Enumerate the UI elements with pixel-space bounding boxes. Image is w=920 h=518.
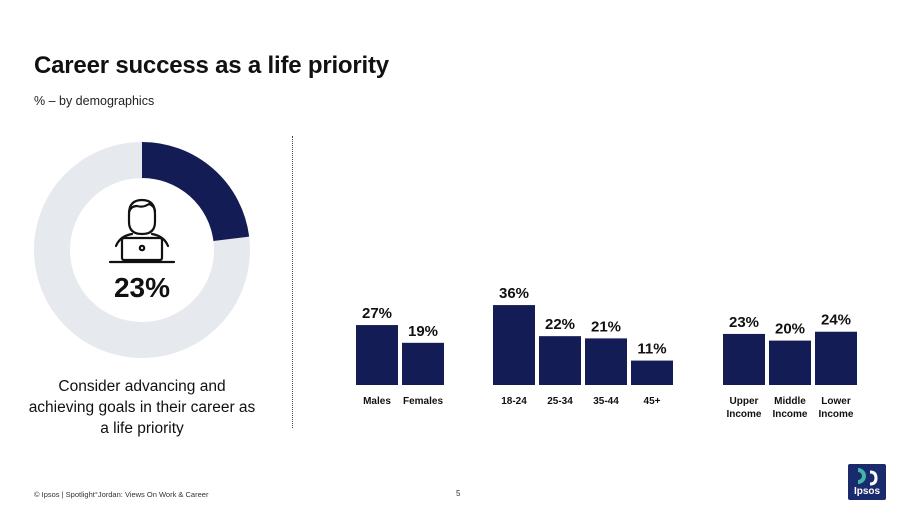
bar <box>402 342 444 385</box>
bar-value-label: 23% <box>729 314 759 331</box>
bar-category-label: Males <box>363 396 391 407</box>
footer-source: © Ipsos | Spotlight°Jordan: Views On Wor… <box>34 490 209 499</box>
bar-category-label: Income <box>818 409 853 420</box>
donut-caption: Consider advancing and achieving goals i… <box>28 378 256 437</box>
page-title: Career success as a life priority <box>34 52 389 79</box>
bar-value-label: 24% <box>821 312 851 329</box>
bar-value-label: 22% <box>545 316 575 333</box>
ipsos-logo: Ipsos <box>848 464 886 500</box>
bar <box>769 340 811 385</box>
donut-value-arc <box>34 142 250 358</box>
bar-category-label: Females <box>403 396 443 407</box>
bar-value-label: 19% <box>408 323 438 340</box>
bar <box>493 305 535 385</box>
bar-value-label: 11% <box>637 341 666 358</box>
bar <box>723 333 765 385</box>
logo-mark-icon <box>857 468 878 486</box>
logo-text: Ipsos <box>853 486 881 497</box>
bar-category-label: Income <box>726 409 761 420</box>
page-number: 5 <box>456 489 461 498</box>
bar <box>815 331 857 385</box>
bar-category-label: 25-34 <box>547 396 573 407</box>
bar-category-label: Income <box>772 409 807 420</box>
bar <box>356 325 398 385</box>
bar-category-label: 35-44 <box>593 396 619 407</box>
bar-category-label: Lower <box>821 396 851 407</box>
section-divider <box>292 136 293 428</box>
bar-value-label: 20% <box>775 321 805 338</box>
bar-category-label: 18-24 <box>501 396 527 407</box>
person-at-laptop-icon <box>108 198 176 264</box>
page-subtitle: % – by demographics <box>34 94 155 108</box>
bar-category-label: 45+ <box>644 396 661 407</box>
donut-value-label: 23% <box>113 272 171 303</box>
donut-chart <box>34 142 250 358</box>
bar <box>585 338 627 385</box>
bar-value-label: 21% <box>591 318 621 335</box>
bar-category-label: Middle <box>774 396 806 407</box>
donut-svg <box>34 142 250 358</box>
bar <box>631 360 673 385</box>
bar <box>539 336 581 385</box>
bar-category-label: Upper <box>730 396 759 407</box>
bar-value-label: 27% <box>362 305 392 322</box>
bar-value-label: 36% <box>499 285 529 302</box>
